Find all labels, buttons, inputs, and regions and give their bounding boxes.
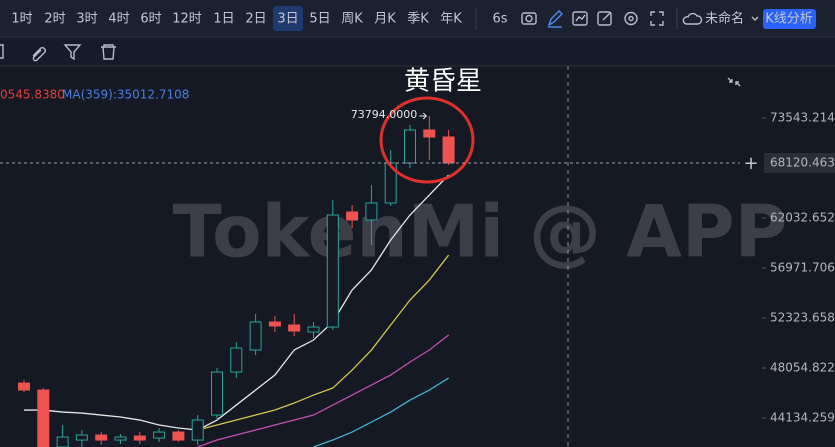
link-icon[interactable]: [32, 47, 46, 62]
last-price-box: [764, 152, 835, 173]
high-arrow: [419, 112, 428, 120]
interval-button[interactable]: 1日: [213, 12, 234, 27]
ma-line: [197, 254, 450, 431]
analysis-button[interactable]: K线分析: [765, 12, 813, 27]
interval-button[interactable]: 年K: [440, 12, 462, 27]
interval-button[interactable]: 6时: [140, 12, 161, 27]
top-toolbar: [0, 0, 835, 37]
candle-body: [211, 371, 223, 416]
plus-icon[interactable]: +: [743, 153, 758, 174]
candle-body: [365, 202, 378, 221]
interval-button[interactable]: 12时: [172, 12, 202, 27]
candle-body: [56, 436, 69, 447]
watermark: TokenMi @ APP: [173, 190, 788, 274]
high-label: 73794.0000: [351, 108, 417, 121]
camera-icon[interactable]: [521, 12, 537, 25]
magnet-icon[interactable]: [0, 44, 4, 59]
y-tick-label: 52323.6583: [770, 311, 835, 325]
candle-body: [423, 129, 436, 138]
candle-body: [230, 347, 243, 373]
candle-body: [307, 326, 320, 333]
annotation-circle: [379, 96, 475, 184]
ma-line: [197, 334, 449, 447]
interval-button[interactable]: 2日: [245, 12, 266, 27]
interval-button[interactable]: 3时: [76, 12, 97, 27]
candle-body: [191, 419, 204, 441]
candle-body: [172, 431, 185, 441]
y-tick-label: 44134.2599: [770, 411, 835, 425]
refresh-rate[interactable]: 6s: [492, 12, 507, 27]
y-tick-label: 48054.8227: [770, 361, 835, 375]
collapse-icon[interactable]: [722, 72, 744, 92]
filter-icon[interactable]: [63, 44, 82, 61]
indicator-label: 0545.8380: [0, 88, 65, 102]
ma-line: [313, 377, 449, 447]
indicator-label: MA(359):35012.7108: [62, 88, 189, 102]
candle-body: [95, 434, 108, 441]
dropdown-icon[interactable]: [751, 16, 759, 21]
y-tick-label: 62032.6528: [770, 211, 835, 225]
interval-button[interactable]: 5日: [309, 12, 330, 27]
plot-area: [18, 115, 455, 447]
drawing-toolbar: [0, 37, 835, 66]
last-price-label: 68120.4633: [770, 155, 835, 169]
candle-body: [18, 382, 30, 391]
settings-icon[interactable]: [624, 11, 638, 26]
interval-button[interactable]: 3日: [277, 12, 298, 27]
annotation-title: 黄昏星: [404, 67, 482, 97]
interval-button[interactable]: 2时: [44, 12, 65, 27]
y-tick-label: 56971.7064: [770, 261, 835, 275]
candle-body: [404, 129, 416, 164]
candle-body: [249, 321, 262, 351]
indicator-icon[interactable]: [572, 11, 588, 26]
analysis-button-bg[interactable]: [763, 9, 816, 29]
candle-body: [288, 324, 301, 332]
interval-button[interactable]: 月K: [374, 12, 396, 27]
candle-body: [37, 389, 50, 447]
trash-icon[interactable]: [101, 44, 116, 60]
candle-body: [153, 431, 166, 439]
edit-icon[interactable]: [597, 11, 612, 26]
active-interval-bg: [273, 6, 303, 31]
candle-body: [442, 136, 455, 164]
cloud-icon[interactable]: [682, 12, 703, 25]
interval-button[interactable]: 1时: [11, 12, 32, 27]
candle-body: [346, 211, 359, 221]
fullscreen-icon[interactable]: [650, 11, 664, 26]
ma-line: [24, 174, 450, 431]
candle-body: [268, 321, 281, 327]
y-tick-label: 73543.2142: [770, 110, 835, 124]
pen-icon[interactable]: [547, 10, 563, 28]
candle-body: [133, 435, 146, 441]
candle-body: [114, 436, 127, 441]
interval-button[interactable]: 季K: [407, 12, 429, 27]
interval-button[interactable]: 周K: [341, 12, 363, 27]
interval-button[interactable]: 4时: [108, 12, 129, 27]
layout-name[interactable]: 未命名: [705, 11, 744, 27]
candle-body: [326, 214, 339, 328]
candle-body: [75, 434, 88, 441]
